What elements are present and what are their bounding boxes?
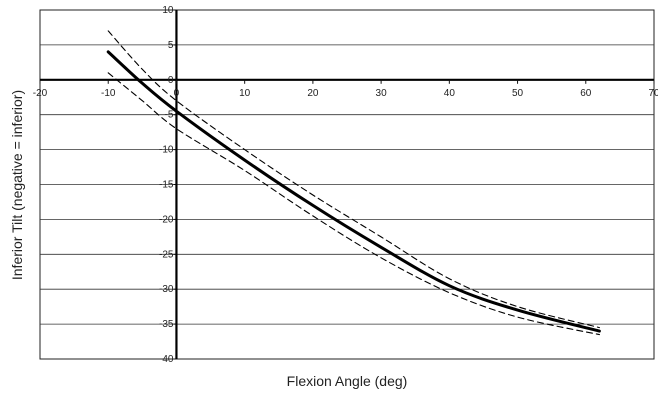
x-tick-label: 40 (444, 88, 456, 99)
x-tick-label: 70 (648, 88, 658, 99)
y-tick-label: -25 (159, 249, 174, 260)
y-tick-label: -20 (159, 214, 174, 225)
y-tick-label: 5 (168, 40, 174, 51)
x-tick-label: -20 (33, 88, 48, 99)
y-axis-label: Inferior Tilt (negative = inferior) (9, 90, 25, 280)
series-line-bound-2 (107, 72, 600, 336)
x-axis-label: Flexion Angle (deg) (287, 373, 408, 389)
axes (39, 9, 655, 360)
series-line-bound-1 (107, 30, 600, 329)
y-tick-label: -5 (165, 110, 174, 121)
y-tick-label: 0 (168, 75, 174, 86)
y-tick-label: -40 (159, 354, 174, 365)
x-tick-labels: -20 -10 0 10 20 30 40 50 60 70 (33, 88, 658, 99)
series-group (106, 30, 601, 336)
series-line-mean (106, 50, 601, 333)
x-tick-label: 0 (174, 88, 180, 99)
x-tick-label: 20 (307, 88, 319, 99)
y-tick-label: -30 (159, 284, 174, 295)
x-tick-label: -10 (101, 88, 116, 99)
y-tick-label: 10 (162, 5, 174, 16)
y-tick-label: -15 (159, 180, 174, 191)
y-tick-label: -10 (159, 145, 174, 156)
y-tick-labels: 10 5 0 -5 -10 -15 -20 -25 -30 -35 -40 (159, 5, 174, 365)
y-tick-label: -35 (159, 319, 174, 330)
x-tick-label: 60 (580, 88, 592, 99)
x-tick-label: 50 (512, 88, 524, 99)
x-tick-label: 10 (239, 88, 251, 99)
gridlines (40, 44, 654, 325)
x-tick-label: 30 (376, 88, 388, 99)
